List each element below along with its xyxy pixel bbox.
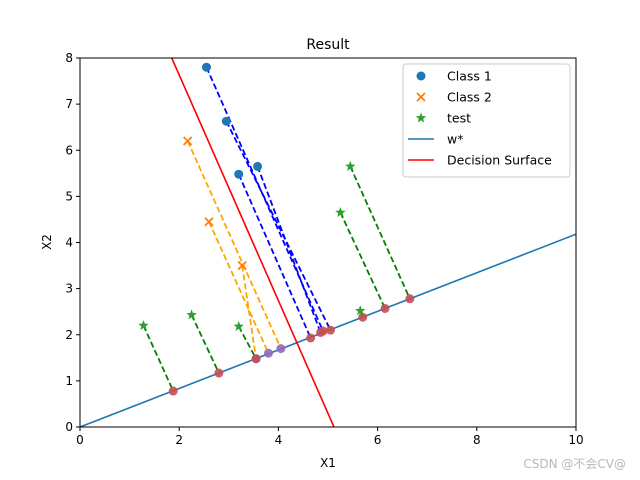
projection-line-2-0 bbox=[142, 325, 175, 392]
projection-line-0-2 bbox=[237, 173, 312, 339]
watermark: CSDN @不会CV@ bbox=[523, 457, 626, 471]
projected-point-1-1 bbox=[263, 348, 273, 358]
legend-label-1: Class 2 bbox=[447, 90, 492, 105]
projected-point-2-5 bbox=[358, 312, 368, 322]
y-tick-label-2: 2 bbox=[65, 328, 73, 342]
legend-marker-2 bbox=[415, 112, 427, 123]
line-1 bbox=[171, 58, 335, 427]
y-axis: 0 1 2 3 4 5 6 7 8 bbox=[65, 51, 80, 434]
legend-box bbox=[402, 63, 571, 178]
point-1-0 bbox=[182, 136, 193, 146]
y-tick-label-4: 4 bbox=[65, 236, 73, 250]
point-0-2 bbox=[234, 169, 244, 179]
projected-point-2-0 bbox=[168, 386, 178, 396]
legend-marker-1-stroke-b bbox=[416, 92, 426, 102]
point-2-2 bbox=[233, 320, 244, 331]
projection-line-2-1 bbox=[190, 314, 220, 374]
projected-point-2-3 bbox=[380, 303, 390, 313]
plot-inner bbox=[80, 58, 576, 427]
projection-line-1-1 bbox=[208, 221, 270, 354]
chart-title: Result bbox=[306, 37, 350, 53]
y-tick-label-0: 0 bbox=[65, 420, 73, 434]
x-tick-label-5: 10 bbox=[568, 433, 583, 447]
point-1-1 bbox=[204, 217, 214, 227]
point-2-0 bbox=[138, 320, 149, 330]
y-tick-label-3: 3 bbox=[65, 282, 73, 296]
x-axis: 0 2 4 6 8 10 bbox=[76, 427, 584, 447]
projection-line-1-0 bbox=[186, 140, 282, 349]
projection-line-1-2 bbox=[241, 265, 257, 359]
point-0-3 bbox=[253, 161, 263, 171]
x-tick-label-0: 0 bbox=[76, 433, 84, 447]
y-axis-label: X2 bbox=[40, 234, 54, 250]
x-tick-label-3: 6 bbox=[374, 433, 382, 447]
projected-point-0-3 bbox=[316, 327, 326, 337]
y-tick-label-6: 6 bbox=[65, 143, 73, 157]
y-tick-label-7: 7 bbox=[65, 97, 73, 111]
y-tick-label-1: 1 bbox=[65, 374, 73, 388]
point-2-4 bbox=[345, 160, 356, 171]
projected-point-2-4 bbox=[405, 294, 415, 304]
projection-line-0-1 bbox=[225, 120, 332, 331]
point-2-3 bbox=[335, 207, 346, 217]
legend-label-3: w* bbox=[447, 132, 463, 147]
point-2-5 bbox=[355, 305, 366, 316]
legend-label-2: test bbox=[447, 111, 471, 126]
projected-point-1-0 bbox=[276, 344, 286, 354]
legend: Class 1 Class 2 test w* Decision Surface bbox=[402, 63, 571, 178]
projected-point-2-1 bbox=[214, 368, 224, 378]
x-axis-label: X1 bbox=[320, 456, 336, 470]
point-0-0 bbox=[201, 62, 211, 72]
point-1-2-stroke-b bbox=[237, 260, 247, 271]
projection-line-2-2 bbox=[237, 326, 257, 360]
x-tick-label-4: 8 bbox=[473, 433, 481, 447]
point-2-1 bbox=[186, 309, 197, 320]
y-tick-label-5: 5 bbox=[65, 189, 73, 203]
point-1-0-stroke-b bbox=[182, 136, 193, 146]
projection-line-2-4 bbox=[349, 166, 411, 300]
x-tick-label-1: 2 bbox=[175, 433, 183, 447]
projection-line-0-3 bbox=[256, 166, 322, 333]
projected-point-2-2 bbox=[251, 354, 261, 364]
legend-marker-0 bbox=[416, 71, 426, 81]
legend-marker-1 bbox=[416, 92, 426, 102]
legend-label-4: Decision Surface bbox=[447, 153, 552, 168]
projected-point-0-2 bbox=[306, 333, 316, 343]
y-tick-label-8: 8 bbox=[65, 51, 73, 65]
point-0-1 bbox=[221, 116, 231, 126]
point-1-1-stroke-b bbox=[204, 217, 214, 227]
projected-point-0-1 bbox=[325, 325, 335, 335]
plot-area bbox=[80, 58, 576, 427]
point-1-2 bbox=[237, 260, 247, 271]
x-tick-label-2: 4 bbox=[275, 433, 283, 447]
legend-label-0: Class 1 bbox=[447, 69, 492, 84]
